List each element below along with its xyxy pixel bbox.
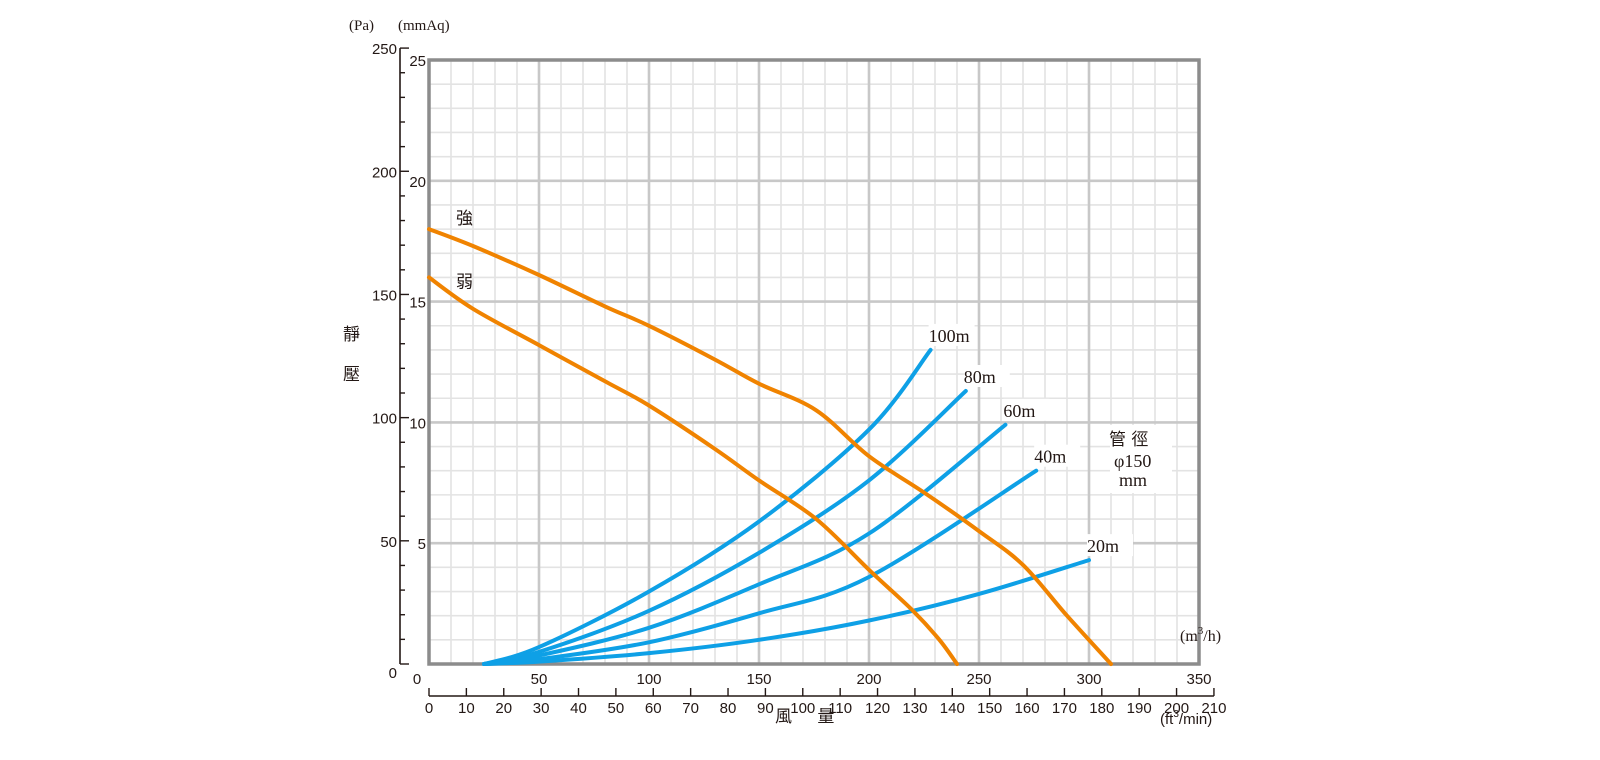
y-tick-label: 10 (409, 415, 426, 432)
y2-tick-label: 100 (372, 411, 397, 428)
x2-tick-label: 20 (495, 700, 512, 717)
series-label-60m: 60m (1003, 401, 1035, 421)
x-tick-label: 0 (413, 671, 421, 688)
series-line-weak (427, 275, 959, 666)
x2-tick-label: 140 (940, 700, 965, 717)
labels-layer: 0 50 100 150 200 250 300 3505101520250501001502… (372, 41, 1226, 717)
x-tick-label: 250 (966, 671, 991, 688)
grid-minor (429, 60, 1199, 664)
y2-axis-unit: (Pa) (349, 18, 374, 34)
series-label-bg-100m (928, 323, 975, 346)
x2-tick-label: 110 (828, 700, 852, 717)
x2-tick-label: 170 (1052, 700, 1077, 717)
x2-tick-label: 200 (1164, 700, 1189, 717)
x-tick-label: 100 (636, 671, 661, 688)
x2-tick-label: 90 (757, 700, 774, 717)
y-tick-label: 20 (409, 174, 426, 191)
y2-tick-label: 200 (372, 164, 397, 181)
y-tick-label: 25 (409, 53, 426, 70)
x2-tick-label: 130 (902, 700, 927, 717)
x-axis-label: 風 量 (775, 707, 844, 727)
x2-tick-label: 80 (720, 700, 737, 717)
x-tick-label: 350 (1186, 671, 1211, 688)
series-label-bg-60m (1003, 398, 1050, 421)
series-layer (427, 227, 1113, 666)
series-label-80m: 80m (964, 367, 996, 387)
duct-annotation-size: φ150 (1114, 451, 1151, 471)
y-axis-label-char-1: 靜 (343, 325, 360, 345)
y-axis-label-char-2: 壓 (343, 365, 360, 385)
series-label-weak: 弱 (456, 272, 473, 292)
series-label-bg-20m (1087, 534, 1133, 557)
series-line-100m (482, 347, 933, 666)
plot-frame (427, 58, 1201, 666)
x-tick-label: 50 (531, 671, 548, 688)
x2-tick-label: 0 (425, 700, 433, 717)
x-tick-label: 150 (746, 671, 771, 688)
grid-major (429, 60, 1199, 664)
y2-tick-label: 0 (389, 665, 397, 682)
x2-tick-label: 70 (682, 700, 699, 717)
series-label-100m: 100m (929, 326, 970, 346)
x2-axis-unit: (ft3/min) (1160, 709, 1212, 728)
series-line-80m (482, 389, 968, 666)
y2-tick-label: 250 (372, 41, 397, 58)
x2-tick-label: 120 (865, 700, 890, 717)
series-label-bg-40m (1034, 444, 1081, 467)
y-axis-unit: (mmAq) (398, 18, 450, 34)
x2-tick-label: 10 (458, 700, 475, 717)
series-line-60m (482, 422, 1008, 666)
x2-tick-label: 60 (645, 700, 662, 717)
x2-tick-label: 180 (1089, 700, 1114, 717)
y2-tick-label: 50 (380, 534, 397, 551)
y-tick-label: 5 (418, 536, 426, 553)
x2-tick-label: 100 (790, 700, 815, 717)
x2-tick-label: 210 (1201, 700, 1226, 717)
series-label-bg-80m (963, 364, 1010, 387)
series-label-40m: 40m (1034, 447, 1066, 467)
duct-annotation-title: 管 徑 (1109, 430, 1148, 450)
x2-tick-label: 160 (1015, 700, 1040, 717)
x2-tick-label: 30 (533, 700, 550, 717)
axes-layer (399, 47, 1215, 697)
plot-border (427, 58, 1201, 666)
x2-tick-label: 40 (570, 700, 587, 717)
series-line-40m (482, 468, 1039, 666)
y2-tick-label: 150 (372, 287, 397, 304)
x2-tick-label: 190 (1127, 700, 1152, 717)
series-label-20m: 20m (1087, 536, 1119, 556)
series-line-strong (427, 227, 1113, 666)
x-tick-label: 300 (1076, 671, 1101, 688)
series-line-20m (482, 558, 1091, 666)
x2-tick-label: 150 (977, 700, 1002, 717)
duct-annotation-bg (1110, 425, 1172, 493)
x-tick-label: 200 (856, 671, 881, 688)
duct-annotation-unit: mm (1119, 470, 1147, 490)
x2-tick-label: 50 (608, 700, 625, 717)
series-label-strong: 強 (456, 209, 473, 229)
y-tick-label: 15 (409, 295, 426, 312)
x-axis-unit: (m3/h) (1180, 625, 1221, 645)
